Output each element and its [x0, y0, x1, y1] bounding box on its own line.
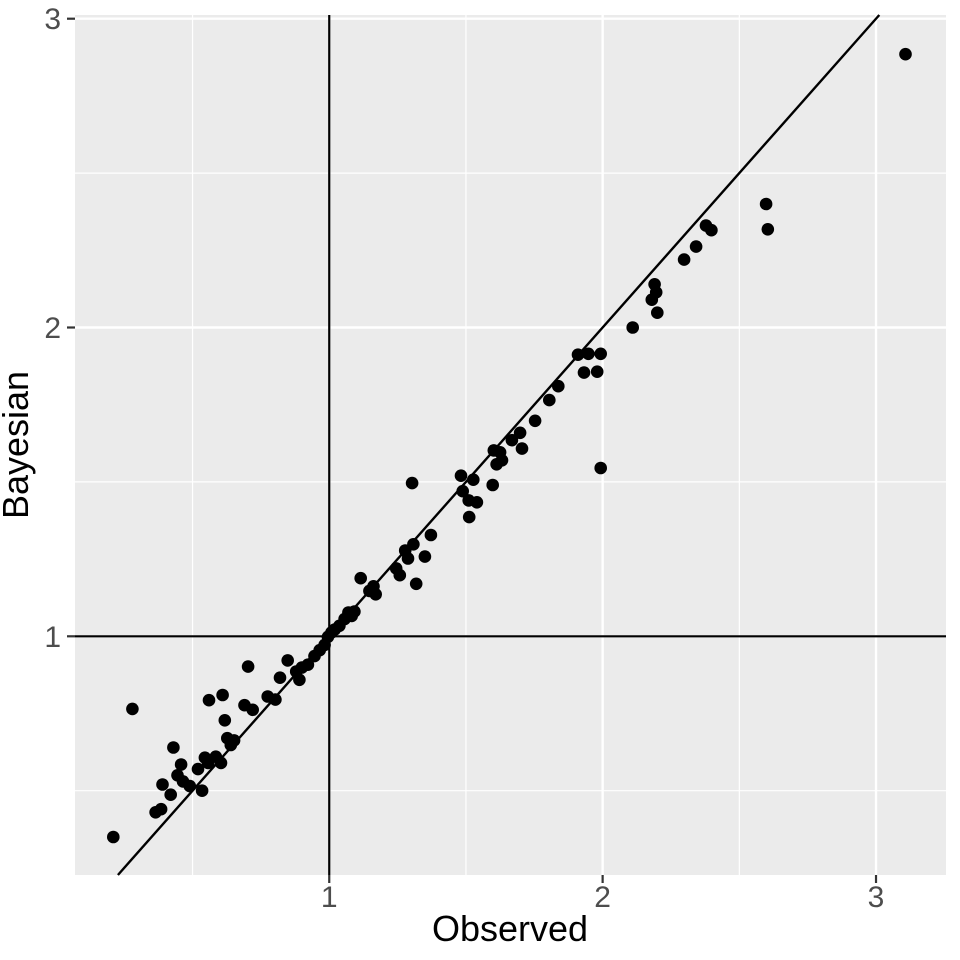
data-point [582, 347, 595, 361]
data-point [369, 588, 383, 601]
data-point [515, 442, 529, 455]
data-point [241, 660, 255, 673]
data-point [705, 223, 718, 237]
data-point [505, 433, 519, 447]
data-point [107, 830, 120, 844]
x-tick-label: 3 [868, 881, 885, 914]
chart-layers: 1 2 3 1 2 3 [44, 3, 946, 914]
data-point [227, 734, 241, 747]
data-point [195, 784, 209, 797]
data-point [651, 306, 664, 320]
data-point [409, 577, 423, 591]
data-point [626, 321, 639, 334]
data-point [513, 426, 527, 440]
data-point [269, 693, 282, 706]
data-point [495, 454, 509, 467]
data-point [405, 476, 419, 490]
data-point [759, 197, 773, 211]
data-point [677, 253, 691, 266]
data-point [470, 496, 484, 509]
data-point [761, 223, 775, 236]
data-point [354, 571, 368, 585]
data-point [571, 348, 585, 362]
data-point [456, 484, 470, 498]
data-point [164, 788, 177, 801]
data-point [216, 688, 229, 702]
data-point [418, 550, 432, 563]
data-point [393, 568, 407, 582]
data-point [454, 469, 468, 483]
data-point [594, 461, 607, 475]
data-point [202, 693, 216, 707]
data-point [154, 802, 168, 816]
y-axis-title: Bayesian [0, 371, 36, 519]
x-axis-title: Observed [432, 908, 588, 949]
data-point [594, 347, 607, 361]
data-point [167, 741, 180, 754]
data-point [407, 538, 420, 551]
data-point [577, 366, 591, 379]
data-point [183, 779, 197, 793]
data-point [486, 478, 500, 492]
data-point [246, 703, 259, 717]
data-point [899, 47, 912, 61]
data-point [649, 286, 663, 299]
x-tick-label: 2 [594, 881, 611, 914]
data-point [543, 393, 556, 407]
data-point [126, 702, 139, 716]
data-point [552, 379, 565, 393]
data-point [174, 758, 188, 771]
y-tick-label: 1 [44, 621, 61, 654]
data-point [590, 365, 604, 379]
data-point [218, 714, 232, 727]
data-point [214, 756, 228, 770]
data-point [689, 240, 703, 253]
data-point [301, 658, 315, 671]
y-tick-label: 3 [44, 3, 61, 36]
data-point [273, 671, 287, 684]
data-point [462, 510, 476, 524]
data-point [424, 528, 438, 542]
data-point [293, 673, 306, 687]
data-point [156, 778, 169, 791]
x-tick-label: 1 [321, 881, 338, 914]
data-point [401, 552, 415, 565]
y-tick-label: 2 [44, 312, 61, 345]
data-point [348, 605, 361, 618]
data-point [281, 654, 295, 667]
identity-line [117, 14, 881, 876]
data-point [191, 762, 205, 776]
data-point [467, 473, 480, 487]
data-point [528, 414, 542, 428]
